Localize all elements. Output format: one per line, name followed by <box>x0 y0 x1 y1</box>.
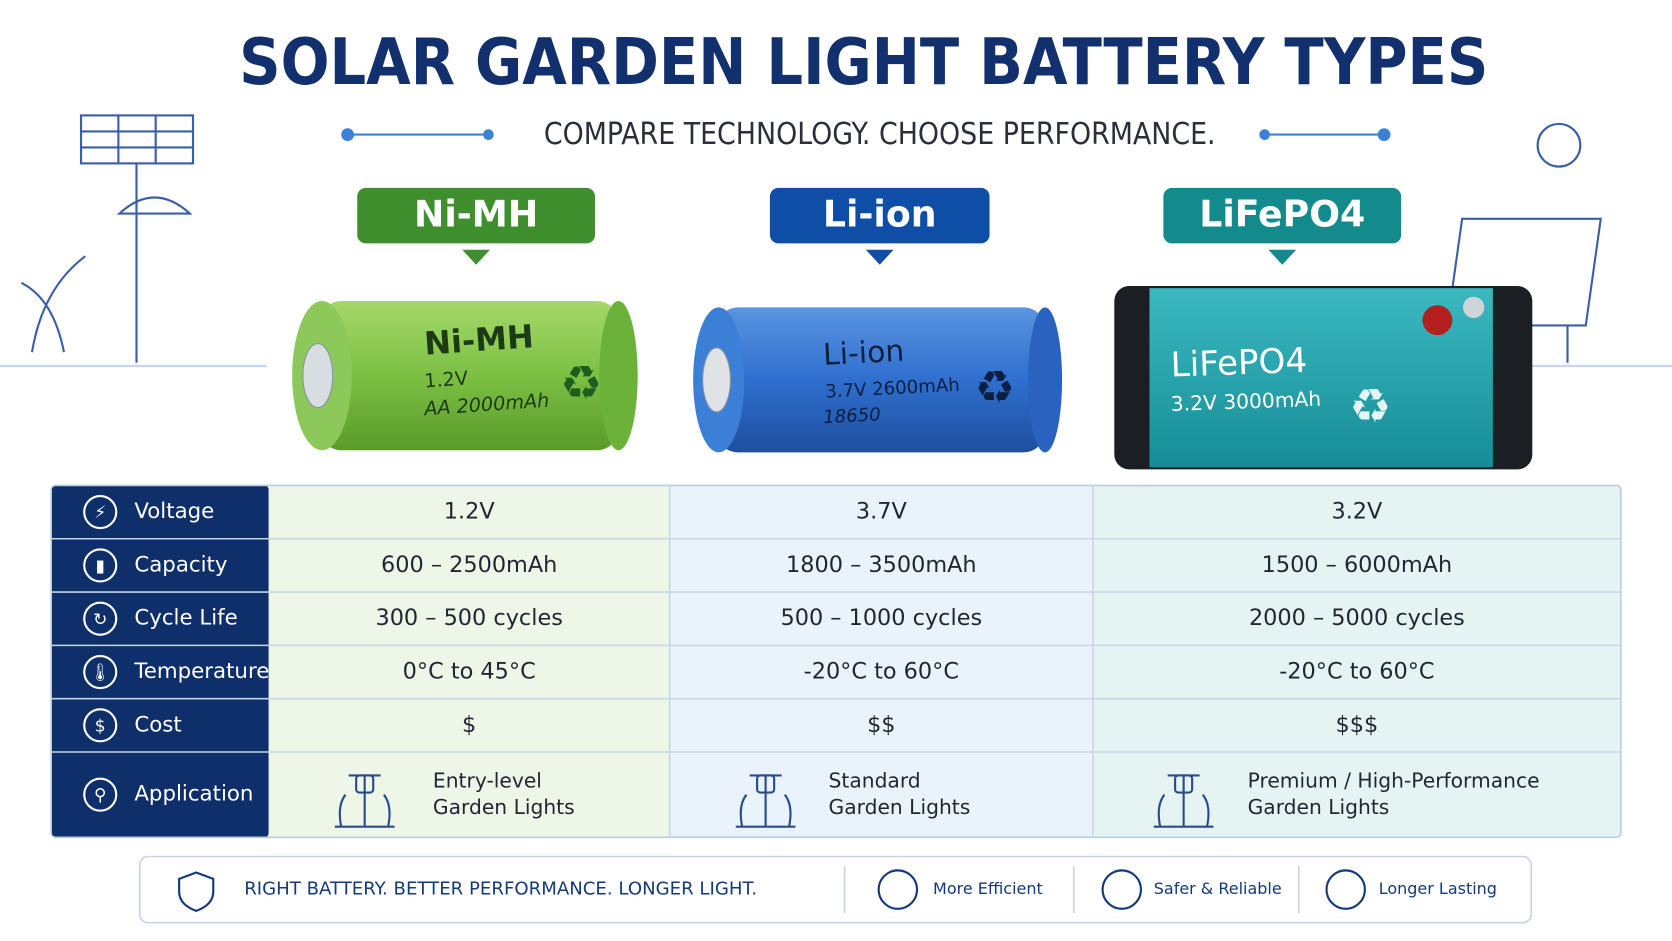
row-label: Cost <box>134 712 181 737</box>
footer-box <box>138 855 1533 924</box>
subtitle: COMPARE TECHNOLOGY. CHOOSE PERFORMANCE. <box>544 117 1216 152</box>
badge-pointer <box>1268 249 1297 265</box>
cell-value: $ <box>462 712 476 738</box>
recycle-icon: ♻ <box>560 356 602 411</box>
row-label: Cycle Life <box>134 606 237 631</box>
cell-value: 600 – 2500mAh <box>381 552 557 578</box>
table-border <box>50 484 1622 839</box>
battery-body <box>716 307 1045 453</box>
type-name: Li-ion <box>823 193 937 236</box>
battery-body <box>319 300 619 451</box>
row-icon-glyph: $ <box>95 716 106 736</box>
lamp-head <box>355 774 375 794</box>
column-bg <box>268 485 670 838</box>
row-label: Voltage <box>134 499 214 524</box>
shield-icon <box>178 871 215 913</box>
cell-value: Garden Lights <box>829 795 971 819</box>
row-icon-glyph: ⚲ <box>94 786 107 806</box>
cell-value: Garden Lights <box>1248 795 1390 819</box>
battery-spec: 3.2V 3000mAh <box>1170 387 1321 416</box>
type-name: LiFePO4 <box>1199 193 1365 236</box>
recycle-icon: ♻ <box>975 361 1015 414</box>
battery-spec: 18650 <box>823 404 882 428</box>
battery-label: Ni-MH <box>423 317 535 363</box>
footer-badge: Longer Lasting <box>1379 879 1497 898</box>
cell-value: 3.2V <box>1331 499 1383 525</box>
footer: RIGHT BATTERY. BETTER PERFORMANCE. LONGE… <box>138 855 1533 924</box>
cell-value: Garden Lights <box>433 795 575 819</box>
cell-value: 1800 – 3500mAh <box>786 552 977 578</box>
battery-end <box>599 300 638 451</box>
row-icon <box>83 548 118 583</box>
battery-terminal <box>702 347 731 413</box>
lamp-head <box>756 774 776 794</box>
row-icon <box>83 601 118 636</box>
row-label: Application <box>134 782 253 807</box>
badge-icon <box>1101 869 1143 910</box>
lamp-head <box>1174 774 1194 794</box>
label-column <box>51 485 269 838</box>
type-badge <box>1163 187 1402 244</box>
battery-label: Li-ion <box>822 334 905 373</box>
row-icon <box>83 708 118 743</box>
row-icon-glyph: ⚡ <box>94 503 106 523</box>
type-badge <box>357 187 596 244</box>
cell-value: Standard <box>829 768 921 792</box>
badge-pointer <box>865 249 894 265</box>
cell-value: 500 – 1000 cycles <box>780 605 982 631</box>
footer-slogan: RIGHT BATTERY. BETTER PERFORMANCE. LONGE… <box>244 879 757 900</box>
column-bg <box>1092 485 1621 838</box>
cell-value: -20°C to 60°C <box>1279 659 1434 685</box>
cell-value: $$ <box>867 712 895 738</box>
row-icon-glyph: ▮ <box>96 556 105 576</box>
cell-value: 1.2V <box>444 499 496 525</box>
cell-value: 2000 – 5000 cycles <box>1249 605 1465 631</box>
row-label: Capacity <box>134 552 227 577</box>
cell-value: Entry-level <box>433 768 542 792</box>
badge-icon <box>1325 869 1366 910</box>
footer-badge: Safer & Reliable <box>1154 879 1282 898</box>
battery-spec: 1.2V <box>424 366 469 392</box>
footer-badge: More Efficient <box>933 879 1043 898</box>
type-badge <box>769 187 990 244</box>
row-label: Temperature <box>133 659 269 684</box>
row-icon <box>83 495 118 530</box>
cell-value: Premium / High-Performance <box>1248 768 1540 792</box>
cell-value: 1500 – 6000mAh <box>1262 552 1453 578</box>
badge-icon <box>877 869 919 910</box>
battery-terminal <box>302 343 334 409</box>
battery-label: LiFePO4 <box>1170 341 1308 386</box>
cell-value: 300 – 500 cycles <box>375 605 562 631</box>
row-icon <box>83 777 118 812</box>
column-bg <box>669 485 1093 838</box>
cell-value: $$$ <box>1336 712 1379 738</box>
comparison-table: ⚡ Voltage 1.2V 3.7V 3.2V ▮ Capacity 600 – 2500m… <box>50 484 1622 839</box>
cell-value: 3.7V <box>856 499 908 525</box>
battery-terminal <box>1463 296 1485 319</box>
cell-value: 0°C to 45°C <box>403 659 536 685</box>
recycle-icon: ♻ <box>1349 379 1391 434</box>
row-icon <box>83 654 118 690</box>
battery-terminal <box>1422 305 1453 336</box>
badge-pointer <box>462 249 490 265</box>
row-icon-glyph: ↻ <box>93 610 107 630</box>
cell-value: -20°C to 60°C <box>804 659 959 685</box>
subtitle-rule <box>341 128 1391 142</box>
type-name: Ni-MH <box>414 193 538 236</box>
title: SOLAR GARDEN LIGHT BATTERY TYPES <box>239 26 1488 100</box>
battery-end <box>1027 307 1063 453</box>
row-icon-glyph: 🌡 <box>89 663 111 683</box>
